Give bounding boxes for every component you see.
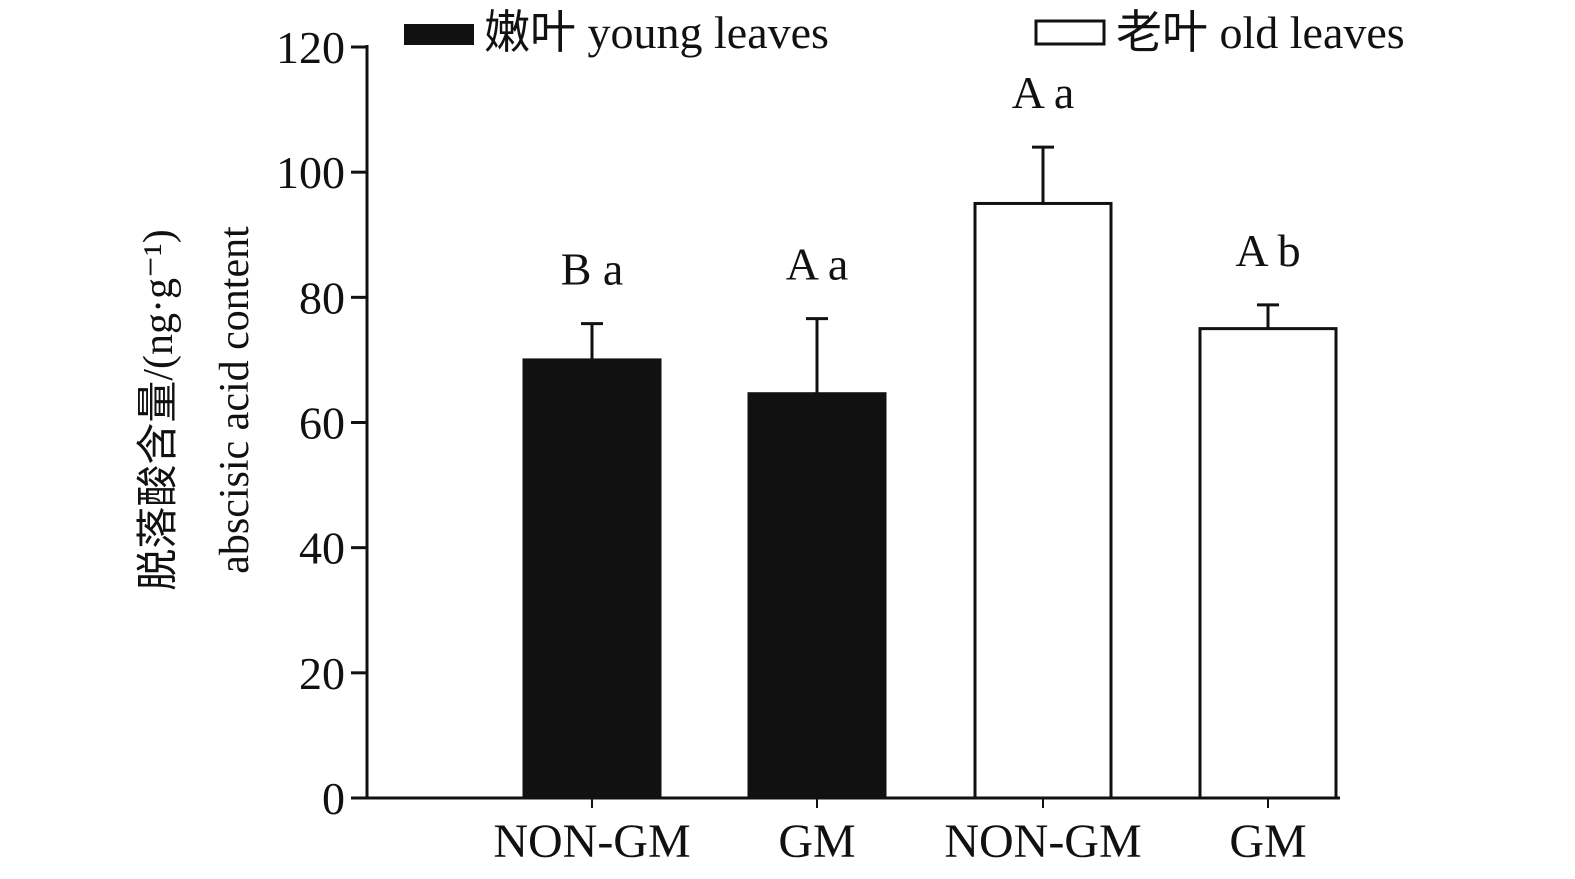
y-axis-label-line1: 脱落酸含量/(ng·g⁻¹) <box>136 229 182 590</box>
y-tick-label: 100 <box>276 147 345 198</box>
significance-label: A a <box>1012 67 1075 118</box>
y-tick-label: 120 <box>276 22 345 73</box>
y-axis-label-line2: abscisic acid content <box>212 226 258 574</box>
y-axis-ticks: 0 20 40 60 80 100 120 <box>276 22 367 824</box>
y-tick-label: 0 <box>322 773 345 824</box>
y-tick-label: 80 <box>299 272 345 323</box>
legend-label-young: 嫩叶 young leaves <box>484 7 829 58</box>
bar <box>522 358 662 800</box>
bar <box>973 201 1113 800</box>
significance-label: B a <box>561 244 624 295</box>
x-category-label: NON-GM <box>493 815 690 868</box>
x-category-label: NON-GM <box>944 815 1141 868</box>
legend-label-old: 老叶 old leaves <box>1116 7 1405 58</box>
bars: B a A a A a A b <box>522 67 1338 808</box>
legend: 嫩叶 young leaves 老叶 old leaves <box>404 7 1405 58</box>
bar <box>1198 327 1338 800</box>
legend-swatch-old <box>1034 19 1106 46</box>
x-category-label: GM <box>778 815 855 868</box>
y-axis-label: 脱落酸含量/(ng·g⁻¹) abscisic acid content <box>136 226 258 591</box>
bar <box>747 392 887 800</box>
y-tick-label: 40 <box>299 523 345 574</box>
significance-label: A a <box>786 239 849 290</box>
y-tick-label: 60 <box>299 398 345 449</box>
x-axis-labels: NON-GM GM NON-GM GM <box>493 815 1306 868</box>
legend-swatch-young <box>404 24 474 45</box>
significance-label: A b <box>1235 225 1300 276</box>
x-category-label: GM <box>1229 815 1306 868</box>
y-tick-label: 20 <box>299 648 345 699</box>
